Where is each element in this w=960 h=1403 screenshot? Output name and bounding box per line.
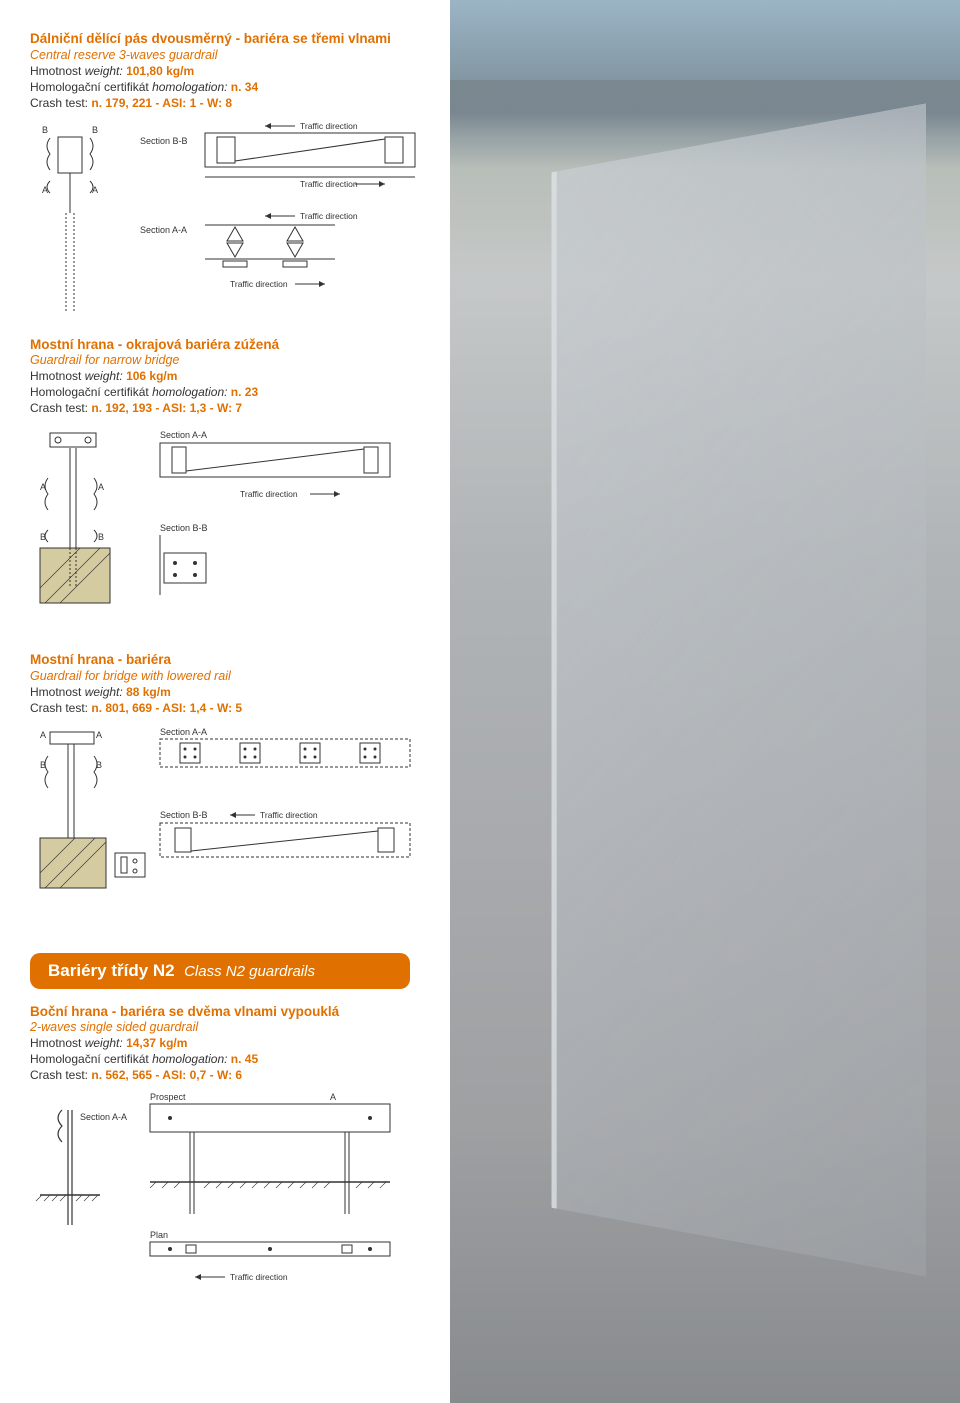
n2-banner: Bariéry třídy N2 Class N2 guardrails — [30, 953, 410, 989]
product-title-en: 2-waves single sided guardrail — [30, 1020, 430, 1034]
product-title-cz: Dálniční dělící pás dvousměrný - bariéra… — [30, 30, 430, 48]
section-aa-label: Section A-A — [140, 225, 187, 235]
traffic-label: Traffic direction — [240, 489, 298, 499]
banner-cz: Bariéry třídy N2 — [48, 961, 175, 980]
product-title-cz: Mostní hrana - bariéra — [30, 651, 430, 669]
svg-text:A: A — [40, 730, 46, 740]
prospect-label: Prospect — [150, 1092, 186, 1102]
svg-text:B: B — [98, 532, 104, 542]
product-1: Dálniční dělící pás dvousměrný - bariéra… — [30, 30, 430, 318]
traffic-label: Traffic direction — [230, 279, 288, 289]
homologation-spec: Homologační certifikát homologation: n. … — [30, 80, 430, 94]
product-title-en: Guardrail for narrow bridge — [30, 353, 430, 367]
svg-text:B: B — [92, 125, 98, 135]
product-title-en: Central reserve 3-waves guardrail — [30, 48, 430, 62]
diagram-p1: B B A A Section B-B — [30, 118, 430, 318]
svg-text:A: A — [330, 1092, 336, 1102]
weight-spec: Hmotnost weight: 14,37 kg/m — [30, 1036, 430, 1050]
traffic-label: Traffic direction — [300, 211, 358, 221]
product-3-diagrams: A A B B — [30, 723, 430, 933]
product-n2: Boční hrana - bariéra se dvěma vlnami vy… — [30, 1003, 430, 1291]
weight-spec: Hmotnost weight: 101,80 kg/m — [30, 64, 430, 78]
section-aa-label: Section A-A — [160, 727, 207, 737]
homologation-spec: Homologační certifikát homologation: n. … — [30, 385, 430, 399]
product-n2-diagrams: Section A-A — [30, 1090, 430, 1290]
diagram-n2: Section A-A — [30, 1090, 430, 1290]
crash-spec: Crash test: n. 192, 193 - ASI: 1,3 - W: … — [30, 401, 430, 415]
traffic-label: Traffic direction — [300, 121, 358, 131]
svg-text:A: A — [96, 730, 102, 740]
section-aa-label: Section A-A — [160, 430, 207, 440]
section-bb-label: Section B-B — [140, 136, 188, 146]
banner-en: Class N2 guardrails — [184, 963, 315, 980]
traffic-label: Traffic direction — [230, 1272, 288, 1282]
diagram-p2: A A B B — [30, 423, 430, 633]
svg-text:B: B — [42, 125, 48, 135]
background-photo — [450, 0, 960, 1403]
section-bb-label: Section B-B — [160, 810, 208, 820]
product-3: Mostní hrana - bariéra Guardrail for bri… — [30, 651, 430, 933]
product-1-diagrams: B B A A Section B-B — [30, 118, 430, 318]
section-bb-label: Section B-B — [160, 523, 208, 533]
diagram-p3: A A B B — [30, 723, 430, 933]
plan-label: Plan — [150, 1230, 168, 1240]
product-title-en: Guardrail for bridge with lowered rail — [30, 669, 430, 683]
section-aa-label: Section A-A — [80, 1112, 127, 1122]
traffic-label: Traffic direction — [260, 810, 318, 820]
svg-text:A: A — [98, 482, 104, 492]
product-2: Mostní hrana - okrajová bariéra zúžená G… — [30, 336, 430, 634]
product-title-cz: Boční hrana - bariéra se dvěma vlnami vy… — [30, 1003, 430, 1021]
weight-spec: Hmotnost weight: 88 kg/m — [30, 685, 430, 699]
crash-spec: Crash test: n. 801, 669 - ASI: 1,4 - W: … — [30, 701, 430, 715]
weight-spec: Hmotnost weight: 106 kg/m — [30, 369, 430, 383]
left-content-column: Dálniční dělící pás dvousměrný - bariéra… — [0, 0, 450, 1318]
crash-spec: Crash test: n. 562, 565 - ASI: 0,7 - W: … — [30, 1068, 430, 1082]
crash-spec: Crash test: n. 179, 221 - ASI: 1 - W: 8 — [30, 96, 430, 110]
product-2-diagrams: A A B B — [30, 423, 430, 633]
homologation-spec: Homologační certifikát homologation: n. … — [30, 1052, 430, 1066]
product-title-cz: Mostní hrana - okrajová bariéra zúžená — [30, 336, 430, 354]
traffic-label: Traffic direction — [300, 179, 358, 189]
